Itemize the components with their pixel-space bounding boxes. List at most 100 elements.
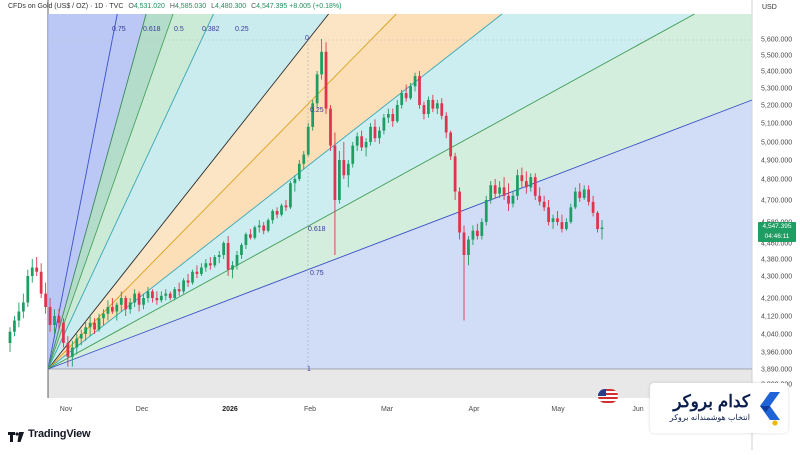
candle[interactable] bbox=[427, 96, 430, 118]
candle[interactable] bbox=[235, 251, 239, 270]
fib-fan-line[interactable] bbox=[47, 99, 753, 370]
candle[interactable] bbox=[342, 142, 346, 179]
candle[interactable] bbox=[386, 108, 390, 123]
candle[interactable] bbox=[507, 183, 510, 211]
candle[interactable] bbox=[35, 257, 39, 276]
candle[interactable] bbox=[186, 273, 190, 287]
candle[interactable] bbox=[253, 225, 257, 240]
candle[interactable] bbox=[119, 291, 123, 312]
candle[interactable] bbox=[21, 293, 25, 319]
candle[interactable] bbox=[413, 72, 417, 92]
candle[interactable] bbox=[346, 160, 350, 188]
candle[interactable] bbox=[142, 293, 145, 310]
candle[interactable] bbox=[369, 123, 372, 146]
candle[interactable] bbox=[591, 195, 595, 217]
candle[interactable] bbox=[587, 185, 591, 206]
fib-fan-line[interactable] bbox=[47, 13, 147, 370]
candle[interactable] bbox=[293, 175, 297, 192]
candle[interactable] bbox=[44, 282, 47, 314]
candle[interactable] bbox=[177, 282, 181, 296]
candle[interactable] bbox=[551, 214, 555, 229]
candle[interactable] bbox=[226, 236, 230, 276]
candle[interactable] bbox=[115, 302, 119, 321]
candle[interactable] bbox=[8, 327, 12, 352]
candle[interactable] bbox=[53, 309, 56, 334]
candle[interactable] bbox=[355, 132, 359, 152]
fib-fan-line[interactable] bbox=[47, 13, 397, 370]
candle[interactable] bbox=[364, 138, 368, 157]
candle[interactable] bbox=[204, 259, 208, 272]
candle[interactable] bbox=[391, 108, 395, 127]
candle[interactable] bbox=[395, 99, 399, 123]
candle[interactable] bbox=[378, 126, 381, 144]
candle[interactable] bbox=[489, 181, 493, 204]
candle[interactable] bbox=[418, 71, 421, 109]
candle[interactable] bbox=[200, 263, 203, 276]
candle[interactable] bbox=[62, 318, 65, 348]
candle[interactable] bbox=[431, 94, 435, 113]
candle[interactable] bbox=[306, 123, 310, 157]
candle[interactable] bbox=[13, 316, 16, 337]
candle[interactable] bbox=[88, 316, 92, 337]
candle[interactable] bbox=[39, 263, 43, 298]
candle[interactable] bbox=[173, 287, 177, 301]
candle[interactable] bbox=[400, 89, 404, 109]
candle[interactable] bbox=[582, 185, 586, 200]
candle[interactable] bbox=[516, 169, 519, 201]
candle[interactable] bbox=[329, 105, 332, 151]
candle[interactable] bbox=[217, 251, 221, 264]
candle[interactable] bbox=[75, 334, 79, 355]
candle[interactable] bbox=[151, 289, 154, 303]
candle[interactable] bbox=[213, 255, 217, 268]
candle[interactable] bbox=[266, 218, 270, 233]
candle[interactable] bbox=[102, 309, 105, 325]
candle[interactable] bbox=[502, 177, 506, 200]
candle[interactable] bbox=[208, 257, 212, 270]
candle[interactable] bbox=[66, 336, 70, 367]
candle[interactable] bbox=[106, 300, 110, 321]
candle[interactable] bbox=[511, 191, 515, 208]
candle[interactable] bbox=[471, 225, 475, 246]
candle[interactable] bbox=[137, 291, 141, 312]
candle[interactable] bbox=[280, 203, 283, 217]
candle[interactable] bbox=[560, 214, 564, 233]
candle[interactable] bbox=[524, 171, 528, 194]
candle[interactable] bbox=[333, 132, 337, 256]
candle[interactable] bbox=[382, 114, 386, 135]
candle[interactable] bbox=[93, 318, 96, 334]
candle[interactable] bbox=[324, 42, 328, 114]
candle[interactable] bbox=[244, 232, 248, 250]
fib-fan-line[interactable] bbox=[47, 13, 174, 370]
candle[interactable] bbox=[271, 209, 274, 224]
tradingview-logo[interactable]: TradingView bbox=[8, 428, 91, 442]
candle[interactable] bbox=[315, 71, 319, 109]
candle[interactable] bbox=[467, 236, 470, 266]
candle[interactable] bbox=[600, 220, 604, 240]
candle[interactable] bbox=[195, 265, 199, 279]
candle[interactable] bbox=[26, 269, 30, 307]
candle[interactable] bbox=[182, 278, 185, 294]
candle[interactable] bbox=[547, 200, 550, 226]
candle[interactable] bbox=[84, 320, 88, 341]
candle[interactable] bbox=[257, 220, 261, 233]
candle[interactable] bbox=[48, 298, 52, 332]
candle[interactable] bbox=[70, 340, 74, 367]
candle[interactable] bbox=[520, 167, 524, 188]
candle[interactable] bbox=[146, 287, 150, 303]
candle[interactable] bbox=[284, 200, 288, 211]
candle[interactable] bbox=[262, 222, 266, 235]
candle[interactable] bbox=[222, 241, 226, 259]
candle[interactable] bbox=[311, 99, 315, 131]
candle[interactable] bbox=[475, 223, 479, 240]
candle[interactable] bbox=[573, 187, 577, 210]
candle[interactable] bbox=[17, 302, 21, 328]
candle[interactable] bbox=[128, 298, 132, 314]
fib-fan-line[interactable] bbox=[47, 13, 118, 370]
candle[interactable] bbox=[320, 39, 323, 80]
fib-fan-line[interactable] bbox=[47, 13, 329, 370]
us-flag-icon[interactable] bbox=[598, 389, 618, 403]
candle[interactable] bbox=[360, 130, 364, 151]
candle[interactable] bbox=[164, 289, 168, 301]
candle[interactable] bbox=[542, 195, 546, 211]
